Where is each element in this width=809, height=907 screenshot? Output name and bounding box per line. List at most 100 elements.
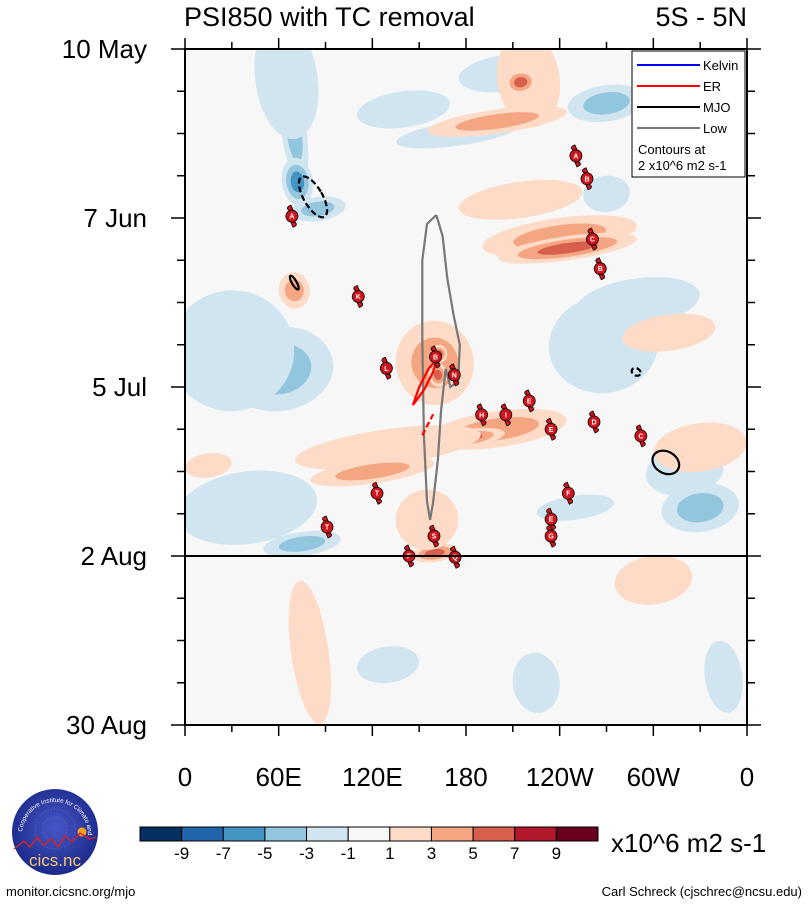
tc-hurricane-icon	[561, 486, 575, 500]
tc-marker: E	[544, 507, 558, 531]
anomaly-blob	[185, 453, 232, 478]
colorbar: -9 -7 -5 -3 -1 1 3 5 7 9	[139, 826, 599, 863]
legend: Kelvin ER MJO Low Contours at 2 x10^6 m2…	[631, 50, 746, 178]
colorbar-swatch	[472, 826, 516, 842]
colorbar-units: x10^6 m2 s-1	[611, 828, 766, 858]
colorbar-tick-label: -7	[216, 844, 231, 863]
tc-hurricane-icon	[475, 408, 489, 422]
y-axis: 10 May 7 Jun 5 Jul 2 Aug 30 Aug	[62, 34, 761, 740]
tc-marker: Q	[448, 545, 462, 569]
colorbar-swatch	[555, 826, 599, 842]
tc-marker: K	[351, 284, 365, 308]
logo-wordmark: cics.nc	[29, 851, 81, 870]
anomaly-blob	[455, 112, 539, 131]
anomaly-blob	[288, 580, 332, 725]
colorbar-tick-label: -5	[257, 844, 272, 863]
colorbar-swatch	[347, 826, 391, 842]
contour-er	[421, 413, 435, 436]
tc-hurricane-icon	[587, 415, 601, 429]
tc-hurricane-icon	[285, 209, 299, 223]
anomaly-blob	[536, 494, 614, 521]
anomaly-blob	[185, 470, 318, 545]
colorbar-tick-label: 1	[385, 844, 394, 863]
tc-hurricane-icon	[544, 529, 558, 543]
anomaly-blob	[433, 369, 442, 381]
tc-marker: S	[427, 524, 441, 548]
tc-hurricane-icon	[429, 350, 442, 364]
tc-marker: E	[522, 389, 536, 413]
legend-note-line1: Contours at	[638, 142, 706, 157]
y-tick-label: 30 Aug	[66, 710, 147, 740]
tc-marker: D	[587, 410, 601, 434]
legend-label-kelvin: Kelvin	[703, 58, 738, 73]
tc-marker: H	[475, 403, 489, 427]
x-axis: 0 60E 120E 180 120W 60W 0	[178, 38, 754, 792]
anomaly-blob	[335, 462, 410, 481]
colorbar-tick-label: -3	[299, 844, 314, 863]
anomaly-blob	[583, 175, 630, 213]
colorbar-tick-label: 7	[510, 844, 519, 863]
x-tick-label: 60E	[256, 762, 302, 792]
chart-title: PSI850 with TC removal	[184, 2, 475, 32]
tc-letter: H	[479, 412, 484, 419]
anomaly-blob	[395, 489, 459, 550]
anomaly-blob	[295, 425, 481, 470]
x-tick-label: 60W	[627, 762, 681, 792]
tc-marker: A	[285, 204, 299, 228]
tc-marker: E	[544, 417, 558, 441]
tc-hurricane-icon	[544, 422, 558, 436]
anomaly-blob	[512, 652, 560, 713]
legend-note-line2: 2 x10^6 m2 s-1	[638, 158, 726, 173]
tc-letter: Q	[452, 555, 458, 562]
tc-hurricane-icon	[320, 520, 334, 534]
tc-letter: S	[432, 534, 437, 541]
anomaly-blob	[185, 290, 295, 412]
x-tick-label: 120W	[526, 762, 594, 792]
tc-letter: C	[590, 237, 595, 244]
tc-hurricane-icon	[379, 361, 393, 375]
tc-marker: B	[593, 257, 607, 281]
tc-hurricane-icon	[593, 262, 607, 276]
tc-hurricane-icon	[580, 172, 594, 186]
y-tick-label: 5 Jul	[92, 372, 147, 402]
contour-mjo	[288, 274, 300, 291]
tc-letter: N	[452, 372, 457, 379]
colorbar-swatch	[264, 826, 308, 842]
colorbar-swatch	[139, 826, 183, 842]
tc-letter: T	[325, 525, 330, 532]
legend-label-er: ER	[703, 79, 721, 94]
tropical-cyclone-layer: ABACBKBLNEHIDECFTTEGSFQ	[285, 144, 648, 569]
colorbar-swatch	[514, 826, 557, 842]
anomaly-blob	[357, 90, 451, 129]
tc-hurricane-icon	[427, 529, 441, 543]
y-tick-label: 10 May	[62, 34, 147, 64]
footer-website: monitor.cicsnc.org/mjo	[6, 884, 136, 899]
anomaly-blob	[458, 179, 583, 220]
tc-hurricane-icon	[447, 368, 461, 382]
tc-marker: C	[634, 424, 648, 448]
y-tick-label: 2 Aug	[80, 541, 147, 571]
tc-marker: F	[561, 481, 575, 505]
tc-hurricane-icon	[634, 429, 648, 443]
tc-letter: B	[584, 176, 589, 183]
colorbar-swatch	[430, 826, 474, 842]
tc-letter: F	[566, 491, 571, 498]
anomaly-blob	[513, 76, 528, 88]
tc-hurricane-icon	[351, 290, 365, 303]
contour-low	[421, 214, 461, 520]
anomaly-blob	[583, 92, 630, 115]
anomaly-blob	[614, 555, 693, 605]
colorbar-tick-label: -9	[174, 844, 189, 863]
tc-letter: B	[433, 354, 438, 361]
logo-disc	[12, 789, 98, 875]
tc-marker: G	[544, 524, 558, 548]
anomaly-blob	[704, 640, 743, 713]
anomaly-blob	[537, 241, 598, 255]
colorbar-tick-label: 3	[427, 844, 436, 863]
colorbar-swatch	[181, 826, 224, 842]
tc-hurricane-icon	[569, 149, 583, 163]
anomaly-blob	[290, 171, 305, 193]
tc-letter: A	[289, 214, 294, 221]
tc-hurricane-icon	[544, 512, 558, 526]
tc-letter: E	[549, 517, 554, 524]
